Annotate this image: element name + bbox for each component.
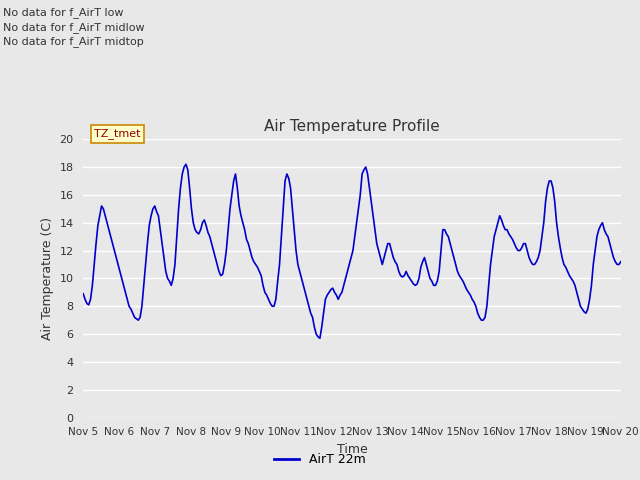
Text: TZ_tmet: TZ_tmet — [94, 128, 140, 139]
Legend: AirT 22m: AirT 22m — [269, 448, 371, 471]
Text: No data for f_AirT low: No data for f_AirT low — [3, 7, 124, 18]
Title: Air Temperature Profile: Air Temperature Profile — [264, 119, 440, 134]
Y-axis label: Air Temperature (C): Air Temperature (C) — [41, 217, 54, 340]
Text: No data for f_AirT midlow: No data for f_AirT midlow — [3, 22, 145, 33]
X-axis label: Time: Time — [337, 443, 367, 456]
Text: No data for f_AirT midtop: No data for f_AirT midtop — [3, 36, 144, 47]
